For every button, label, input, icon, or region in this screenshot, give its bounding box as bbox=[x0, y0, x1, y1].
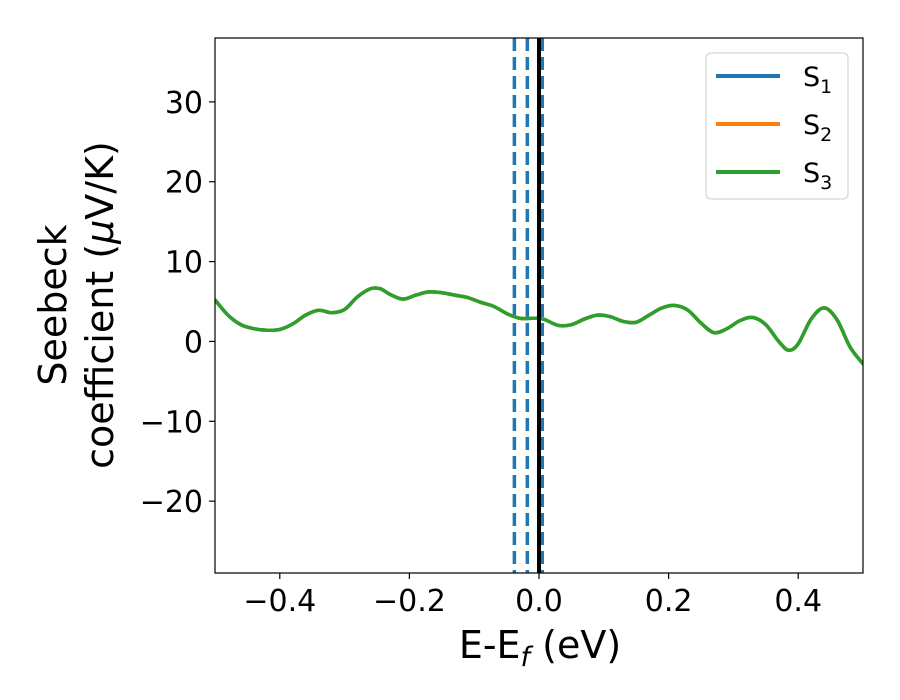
legend-entry-s3: S3 bbox=[716, 158, 832, 194]
legend-label-s2: S2 bbox=[803, 110, 832, 146]
legend-entry-s2: S2 bbox=[716, 110, 832, 146]
x-tick-label: 0.4 bbox=[774, 584, 822, 619]
y-tick-label: 0 bbox=[184, 325, 203, 360]
y-tick-label: 20 bbox=[165, 166, 203, 201]
y-axis-label-line1: Seebeck bbox=[31, 224, 75, 385]
y-tick-label: 30 bbox=[165, 86, 203, 121]
x-tick-label: 0.0 bbox=[515, 584, 563, 619]
x-tick-label: −0.2 bbox=[373, 584, 446, 619]
legend-label-s1: S1 bbox=[803, 62, 832, 98]
axes-frame bbox=[214, 37, 864, 574]
legend: S1 S2 S3 bbox=[705, 52, 849, 200]
plot-area bbox=[215, 38, 863, 573]
x-tick-label: 0.2 bbox=[645, 584, 693, 619]
y-tick-label: −10 bbox=[140, 405, 203, 440]
y-tick-label: 10 bbox=[165, 246, 203, 281]
axis-ticks: −0.4 −0.2 0.0 0.2 0.4 −20 −10 0 10 20 30 bbox=[140, 86, 822, 619]
x-axis-label: E-Ef (eV) bbox=[459, 623, 621, 673]
x-tick-label: −0.4 bbox=[243, 584, 316, 619]
y-axis-label-line2: coefficient (μV/K) bbox=[78, 141, 122, 469]
legend-label-s3: S3 bbox=[803, 158, 832, 194]
legend-entry-s1: S1 bbox=[716, 62, 832, 98]
y-tick-label: −20 bbox=[140, 485, 203, 520]
